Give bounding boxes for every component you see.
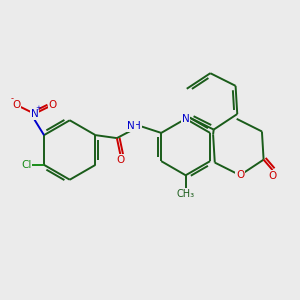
Text: O: O bbox=[268, 171, 277, 181]
Text: H: H bbox=[133, 121, 141, 131]
Text: -: - bbox=[11, 94, 14, 103]
Text: Cl: Cl bbox=[21, 160, 32, 170]
Text: CH₃: CH₃ bbox=[177, 189, 195, 199]
Text: O: O bbox=[12, 100, 20, 110]
Text: O: O bbox=[49, 100, 57, 110]
Text: +: + bbox=[35, 105, 41, 111]
Text: O: O bbox=[236, 170, 244, 180]
Text: O: O bbox=[116, 155, 124, 165]
Text: N: N bbox=[182, 114, 190, 124]
Text: N: N bbox=[31, 109, 38, 119]
Text: N: N bbox=[127, 121, 135, 131]
